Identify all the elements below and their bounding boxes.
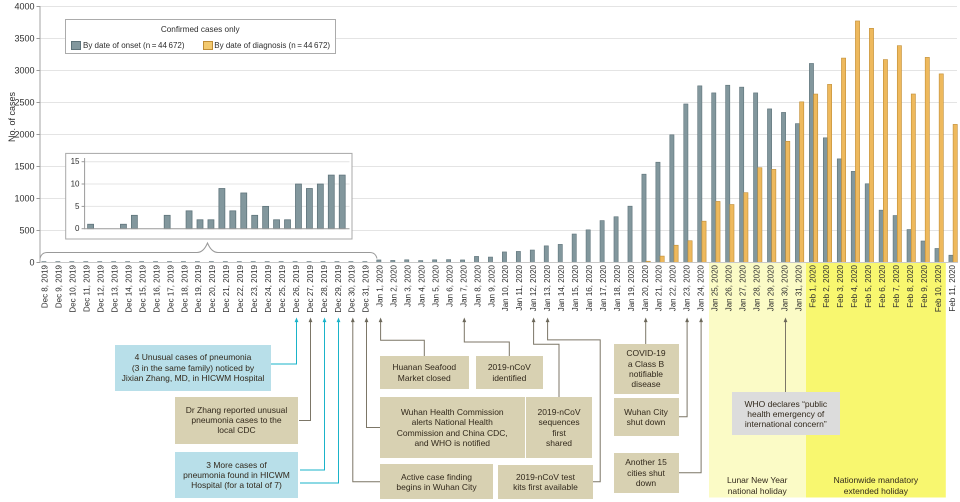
svg-text:0: 0 xyxy=(29,258,34,268)
svg-text:Jan 18, 2020: Jan 18, 2020 xyxy=(613,264,622,311)
svg-text:Jan 19, 2020: Jan 19, 2020 xyxy=(627,264,636,311)
svg-text:Jan 13, 2020: Jan 13, 2020 xyxy=(543,264,552,311)
svg-text:Dec 31, 2019: Dec 31, 2019 xyxy=(362,264,371,312)
svg-text:Dec 28, 2019: Dec 28, 2019 xyxy=(320,264,329,312)
svg-text:10: 10 xyxy=(71,180,80,189)
svg-text:Feb 10, 2020: Feb 10, 2020 xyxy=(934,264,943,312)
svg-text:Jan 9, 2020: Jan 9, 2020 xyxy=(487,264,496,306)
svg-text:Jan 10, 2020: Jan 10, 2020 xyxy=(501,264,510,311)
svg-text:Dec 22, 2019: Dec 22, 2019 xyxy=(236,264,245,312)
svg-text:No. of cases: No. of cases xyxy=(7,91,17,142)
svg-text:Dec 26, 2019: Dec 26, 2019 xyxy=(292,264,301,312)
svg-text:Dec 25, 2019: Dec 25, 2019 xyxy=(278,264,287,312)
svg-text:Jan 5, 2020: Jan 5, 2020 xyxy=(431,264,440,306)
svg-text:Jan 22, 2020: Jan 22, 2020 xyxy=(669,264,678,311)
svg-text:Dec 9, 2019: Dec 9, 2019 xyxy=(55,264,64,308)
svg-text:Dec 16, 2019: Dec 16, 2019 xyxy=(152,264,161,312)
svg-text:500: 500 xyxy=(19,226,34,236)
svg-text:Dec 19, 2019: Dec 19, 2019 xyxy=(194,264,203,312)
svg-text:Jan 7, 2020: Jan 7, 2020 xyxy=(459,264,468,306)
svg-text:Dec 18, 2019: Dec 18, 2019 xyxy=(180,264,189,312)
svg-text:Dec 20, 2019: Dec 20, 2019 xyxy=(208,264,217,312)
svg-text:Feb 5, 2020: Feb 5, 2020 xyxy=(864,264,873,307)
svg-text:Feb 8, 2020: Feb 8, 2020 xyxy=(906,264,915,307)
svg-text:Dec 10, 2019: Dec 10, 2019 xyxy=(69,264,78,312)
svg-text:Feb 1, 2020: Feb 1, 2020 xyxy=(808,264,817,307)
svg-text:Feb 4, 2020: Feb 4, 2020 xyxy=(850,264,859,307)
svg-text:Jan 31, 2020: Jan 31, 2020 xyxy=(794,264,803,311)
svg-text:Jan 21, 2020: Jan 21, 2020 xyxy=(655,264,664,311)
svg-text:3000: 3000 xyxy=(14,66,34,76)
svg-text:Dec 23, 2019: Dec 23, 2019 xyxy=(250,264,259,312)
svg-text:Jan 29, 2020: Jan 29, 2020 xyxy=(766,264,775,311)
svg-text:Jan 25, 2020: Jan 25, 2020 xyxy=(711,264,720,311)
svg-text:Jan 17, 2020: Jan 17, 2020 xyxy=(599,264,608,311)
svg-text:Jan 16, 2020: Jan 16, 2020 xyxy=(585,264,594,311)
svg-text:Jan 11, 2020: Jan 11, 2020 xyxy=(515,264,524,310)
svg-text:Jan 20, 2020: Jan 20, 2020 xyxy=(641,264,650,311)
svg-text:Jan 12, 2020: Jan 12, 2020 xyxy=(529,264,538,311)
svg-text:Dec 8, 2019: Dec 8, 2019 xyxy=(41,264,50,308)
svg-text:Jan 26, 2020: Jan 26, 2020 xyxy=(725,264,734,311)
svg-text:Jan 3, 2020: Jan 3, 2020 xyxy=(404,264,413,306)
svg-text:2000: 2000 xyxy=(14,130,34,140)
svg-text:Feb 6, 2020: Feb 6, 2020 xyxy=(878,264,887,307)
svg-text:Feb 2, 2020: Feb 2, 2020 xyxy=(822,264,831,307)
svg-text:Feb 7, 2020: Feb 7, 2020 xyxy=(892,264,901,307)
svg-text:15: 15 xyxy=(71,157,80,166)
svg-text:Jan 1, 2020: Jan 1, 2020 xyxy=(376,264,385,306)
svg-text:Dec 15, 2019: Dec 15, 2019 xyxy=(138,264,147,312)
svg-text:Feb 3, 2020: Feb 3, 2020 xyxy=(836,264,845,307)
svg-text:Jan 28, 2020: Jan 28, 2020 xyxy=(752,264,761,311)
svg-text:Feb 9, 2020: Feb 9, 2020 xyxy=(920,264,929,307)
svg-text:Dec 27, 2019: Dec 27, 2019 xyxy=(306,264,315,312)
svg-text:3500: 3500 xyxy=(14,34,34,44)
svg-text:Dec 14, 2019: Dec 14, 2019 xyxy=(124,264,133,312)
svg-text:5: 5 xyxy=(75,202,80,211)
svg-text:Jan 8, 2020: Jan 8, 2020 xyxy=(473,264,482,306)
svg-text:Jan 2, 2020: Jan 2, 2020 xyxy=(390,264,399,306)
svg-text:Dec 13, 2019: Dec 13, 2019 xyxy=(110,264,119,312)
svg-text:Feb 11, 2020: Feb 11, 2020 xyxy=(948,264,957,311)
svg-text:4000: 4000 xyxy=(14,2,34,12)
svg-text:Dec 21, 2019: Dec 21, 2019 xyxy=(222,264,231,312)
svg-text:Dec 17, 2019: Dec 17, 2019 xyxy=(166,264,175,312)
svg-text:Jan 6, 2020: Jan 6, 2020 xyxy=(445,264,454,306)
svg-text:Jan 27, 2020: Jan 27, 2020 xyxy=(738,264,747,311)
svg-text:1500: 1500 xyxy=(14,162,34,172)
svg-text:Jan 23, 2020: Jan 23, 2020 xyxy=(683,264,692,311)
svg-text:Jan 24, 2020: Jan 24, 2020 xyxy=(697,264,706,311)
svg-text:0: 0 xyxy=(75,224,80,233)
svg-text:2500: 2500 xyxy=(14,98,34,108)
svg-text:Jan 4, 2020: Jan 4, 2020 xyxy=(418,264,427,306)
svg-text:Jan 15, 2020: Jan 15, 2020 xyxy=(571,264,580,311)
svg-text:Dec 24, 2019: Dec 24, 2019 xyxy=(264,264,273,312)
svg-text:Jan 30, 2020: Jan 30, 2020 xyxy=(780,264,789,311)
svg-text:Dec 12, 2019: Dec 12, 2019 xyxy=(97,264,106,312)
svg-text:Dec 29, 2019: Dec 29, 2019 xyxy=(334,264,343,312)
svg-text:Jan 14, 2020: Jan 14, 2020 xyxy=(557,264,566,311)
svg-text:Dec 11, 2019: Dec 11, 2019 xyxy=(83,264,92,312)
svg-text:Dec 30, 2019: Dec 30, 2019 xyxy=(348,264,357,312)
svg-text:1000: 1000 xyxy=(14,194,34,204)
